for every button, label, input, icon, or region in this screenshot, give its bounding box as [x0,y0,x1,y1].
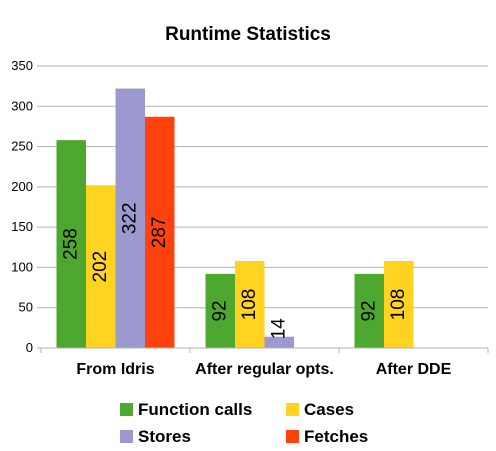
data-label-1-2: 14 [269,318,290,340]
x-axis-tick-marks [40,348,489,353]
y-tick-label-0: 0 [26,340,33,355]
legend-swatch-2 [120,430,133,443]
data-label-1-1: 108 [239,289,260,321]
y-tick-label-250: 250 [11,139,33,154]
y-tick-label-300: 300 [11,98,33,113]
bar-0-0 [56,140,86,348]
y-tick-label-100: 100 [11,259,33,274]
chart-title: Runtime Statistics [165,24,331,45]
bars [56,88,414,348]
data-label-2-0: 92 [359,300,380,321]
legend-label-0: Function calls [138,400,252,419]
data-label-0-1: 202 [90,251,111,283]
bar-1-1 [235,260,265,348]
bar-2-1 [384,260,414,348]
bar-0-3 [145,116,175,348]
y-tick-label-350: 350 [11,58,33,73]
data-label-2-1: 108 [388,289,409,321]
bar-2-0 [354,273,384,348]
legend-swatch-0 [120,403,133,416]
legend-label-1: Cases [304,400,354,419]
y-tick-label-50: 50 [19,300,33,315]
category-label-1: After regular opts. [195,361,334,378]
legend-swatch-3 [286,430,299,443]
data-label-0-0: 258 [61,228,82,260]
bar-1-2 [264,336,294,348]
data-label-1-0: 92 [210,300,231,321]
data-label-0-3: 287 [149,217,170,249]
bar-0-2 [115,88,145,348]
y-tick-label-200: 200 [11,179,33,194]
bar-1-0 [205,273,235,348]
y-axis-ticks: 0 50 100 150 200 250 300 350 [11,58,33,355]
category-label-0: From Idris [76,361,154,378]
legend-label-2: Stores [138,427,191,446]
legend-swatch-1 [286,403,299,416]
data-labels: 258 202 322 287 92 108 14 92 108 [61,202,410,339]
legend-label-3: Fetches [304,427,368,446]
category-label-2: After DDE [376,361,452,378]
data-label-0-2: 322 [120,202,141,234]
bar-0-1 [86,185,116,348]
legend: Function calls Cases Stores Fetches [120,400,368,446]
y-tick-label-150: 150 [11,219,33,234]
category-labels: From Idris After regular opts. After DDE [76,361,451,378]
